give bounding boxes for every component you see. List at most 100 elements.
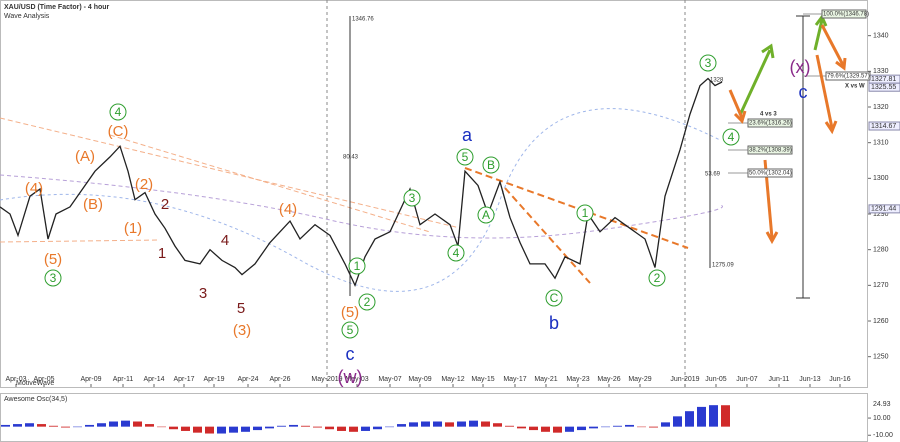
x-tick-label: Apr-24 — [237, 376, 258, 383]
arrow-head — [761, 43, 775, 59]
wave-label: b — [549, 313, 559, 333]
measure-label: 1275.09 — [712, 263, 734, 269]
x-tick-label: Apr-26 — [269, 376, 290, 383]
osc-bar — [265, 426, 274, 429]
osc-bar — [25, 423, 34, 427]
wave-label: 5 — [237, 300, 245, 317]
wave-label: 3 — [705, 56, 712, 70]
wave-circle — [109, 103, 127, 121]
osc-bar — [37, 424, 46, 427]
wave-label: (5) — [341, 304, 359, 321]
osc-bar — [589, 426, 598, 429]
x-tick-label: May-03 — [345, 376, 368, 383]
y-tick-label: 1300 — [873, 175, 889, 182]
wave-circle — [699, 54, 717, 72]
osc-bar — [649, 426, 658, 428]
wave-label: 4 — [728, 130, 735, 144]
y-tick-label: 1310 — [873, 140, 889, 147]
wave-label: (4) — [25, 180, 43, 197]
fib-box — [747, 168, 793, 178]
osc-bar — [289, 424, 298, 427]
osc-bar — [205, 426, 214, 434]
osc-bar — [85, 424, 94, 427]
x-tick-label: May-2019 — [311, 376, 342, 383]
wave-label: (x) — [790, 57, 811, 77]
wave-circle — [341, 321, 359, 339]
x-tick-label: Jun-11 — [769, 376, 790, 383]
osc-bar — [61, 426, 70, 428]
x-tick-label: May-26 — [597, 376, 620, 383]
osc-bar — [673, 416, 682, 427]
osc-bar — [529, 426, 538, 431]
wave-label: 2 — [161, 196, 169, 213]
wave-label: c — [799, 82, 808, 102]
wave-circle — [648, 269, 666, 287]
osc-tick-label: 10.00 — [873, 415, 891, 422]
osc-bar — [217, 426, 226, 434]
price-tag: 1327.81 — [871, 76, 896, 83]
osc-bar — [349, 426, 358, 432]
x-tick-label: Jun-13 — [799, 376, 821, 383]
wave-label: (1) — [124, 220, 142, 237]
osc-bar — [433, 421, 442, 427]
osc-bar — [397, 424, 406, 427]
osc-bar — [193, 426, 202, 433]
osc-bar — [553, 426, 562, 433]
arrow-head — [733, 110, 747, 124]
measure-label: 80.43 — [343, 155, 359, 161]
osc-bar — [133, 421, 142, 427]
price-tag-box — [868, 204, 900, 214]
osc-tick-label: -10.00 — [873, 432, 893, 439]
x-tick-label: Jun-05 — [705, 376, 727, 383]
osc-bar — [241, 426, 250, 432]
price-tag: 1314.67 — [871, 123, 896, 130]
x-tick-label: Jun-07 — [736, 376, 758, 383]
wave-label: 1 — [582, 206, 589, 220]
y-tick-label: 1260 — [873, 318, 889, 325]
osc-last-value: 24.93 — [873, 401, 891, 408]
wave-label: 5 — [462, 150, 469, 164]
osc-bar — [337, 426, 346, 431]
wave-label: (4) — [279, 201, 297, 218]
x-tick-label: Apr-17 — [173, 376, 194, 383]
fib-label: 79.6%(1329.57) — [827, 74, 870, 80]
osc-bar — [1, 424, 10, 427]
trend-lines — [0, 108, 723, 292]
wave-circle — [447, 244, 465, 262]
x-tick-label: May-23 — [566, 376, 589, 383]
wave-circle — [358, 293, 376, 311]
osc-bar — [325, 426, 334, 430]
price-tag: 1291.44 — [871, 206, 896, 213]
wave-circle — [348, 257, 366, 275]
x-tick-label: Jun-16 — [829, 376, 851, 383]
osc-bar — [661, 422, 670, 427]
arrow — [815, 54, 834, 129]
x-tick-label: Jun-2019 — [670, 376, 699, 383]
note: X vs W — [845, 84, 865, 90]
wave-label: (C) — [108, 123, 129, 140]
wave-circle — [44, 269, 62, 287]
osc-bar — [229, 426, 238, 433]
osc-bar — [493, 423, 502, 427]
wave-label: c — [346, 344, 355, 364]
osc-bar — [121, 420, 130, 427]
osc-bar — [625, 424, 634, 427]
wave-label: 4 — [221, 232, 229, 249]
moving-average — [0, 174, 723, 239]
x-tick-label: Apr-05 — [33, 376, 54, 383]
measure-label: 1328 — [710, 78, 724, 84]
y-tick-label: 1250 — [873, 354, 889, 361]
chart-title: XAU/USD (Time Factor) - 4 hour — [4, 4, 110, 11]
measure-lines — [349, 15, 810, 299]
wave-label: 2 — [654, 271, 661, 285]
y-tick-label: 1290 — [873, 211, 889, 218]
osc-bar — [361, 426, 370, 431]
arrow — [820, 24, 845, 66]
wave-label: (A) — [75, 148, 95, 165]
wave-circle — [545, 289, 563, 307]
wave-circle — [576, 204, 594, 222]
osc-bar — [517, 426, 526, 429]
measure-label: 1346.76 — [352, 17, 374, 23]
wave-circle — [477, 206, 495, 224]
wave-label: 3 — [409, 191, 416, 205]
